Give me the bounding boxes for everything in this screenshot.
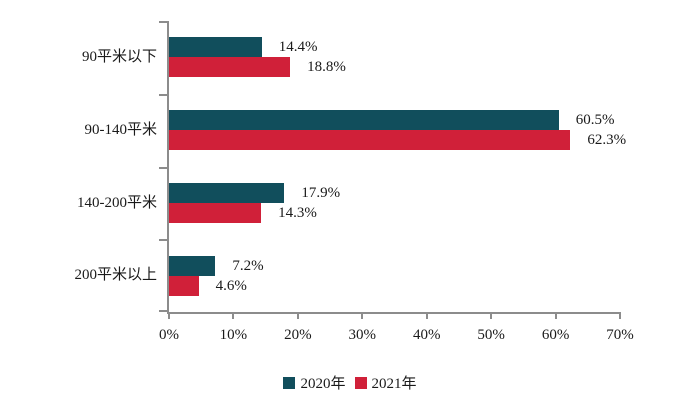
x-axis-tick [168, 312, 170, 319]
bar-2021年-140-200平米 [169, 202, 262, 223]
category-axis-labels: 90平米以下 90-140平米 140-200平米 200平米以上 [0, 21, 157, 312]
x-axis-tick [490, 312, 493, 319]
y-axis-tick [159, 166, 167, 169]
x-axis-tick [425, 312, 428, 319]
legend: 2020年 2021年 [0, 372, 700, 393]
bar-2020年-140-200平米 [169, 182, 285, 203]
bar-2021年-90平米以下 [169, 57, 291, 78]
bar-2020年-90-140平米 [169, 110, 559, 131]
x-axis-tick-label: 10% [219, 327, 248, 343]
x-axis-tick [361, 312, 364, 319]
category-label: 90平米以下 [81, 49, 157, 65]
y-axis-tick [159, 239, 167, 242]
y-axis-tick [159, 21, 167, 23]
y-axis-tick [159, 93, 167, 96]
x-axis-tick [296, 312, 299, 319]
category-label: 90-140平米 [84, 121, 158, 138]
x-axis-tick-label: 20% [284, 327, 312, 343]
legend-item-2021: 2021年 [354, 372, 417, 393]
category-label: 140-200平米 [77, 194, 157, 211]
x-axis-tick-label: 60% [541, 327, 570, 343]
x-axis-tick [232, 312, 235, 319]
category-label: 200平米以上 [74, 267, 157, 284]
x-axis-tick [619, 312, 621, 319]
bar-value-label: 60.5% [575, 112, 615, 129]
x-axis-tick-label: 30% [348, 327, 377, 343]
bar-value-label: 4.6% [215, 277, 247, 294]
x-axis-tick-label: 0% [159, 327, 179, 343]
y-axis-tick [159, 310, 167, 312]
legend-label-2020: 2020年 [300, 376, 346, 392]
bar-2020年-200平米以上 [169, 255, 216, 276]
legend-label-2021: 2021年 [371, 376, 417, 392]
x-axis-tick-label: 70% [606, 327, 634, 343]
legend-swatch-2020 [283, 376, 296, 389]
x-axis-tick-label: 50% [477, 327, 505, 343]
legend-item-2020: 2020年 [283, 372, 346, 393]
bar-value-label: 18.8% [307, 59, 346, 76]
bar-value-label: 17.9% [301, 184, 341, 201]
bar-2021年-200平米以上 [169, 275, 199, 296]
x-axis-tick [554, 312, 557, 319]
bar-value-label: 7.2% [232, 257, 264, 274]
bar-2021年-90-140平米 [169, 130, 571, 151]
plot-area: 14.4% 60.5% 17.9% 7.2% 18.8% 62.3% 14.3% 4.6% 0%… [159, 21, 634, 343]
bar-value-label: 62.3% [587, 132, 627, 149]
bar-value-label: 14.4% [278, 39, 318, 56]
bar-value-label: 14.3% [278, 204, 317, 221]
bar-2020年-90平米以下 [169, 37, 262, 58]
x-axis-tick-label: 40% [412, 327, 441, 343]
legend-swatch-2021 [354, 376, 367, 389]
